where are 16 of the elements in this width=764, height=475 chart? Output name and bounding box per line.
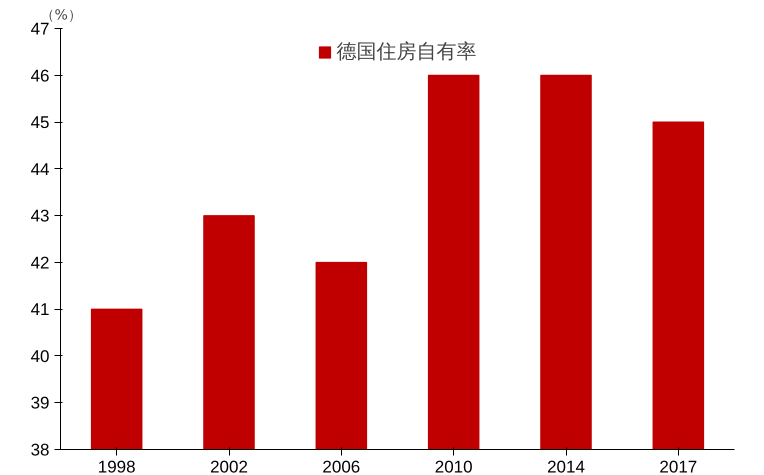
y-tick-label: 45 (30, 113, 50, 132)
y-tick-label: 39 (30, 394, 50, 413)
legend-label: 德国住房自有率 (336, 38, 476, 65)
x-tick-label: 1998 (98, 458, 136, 475)
y-tick-label: 40 (30, 346, 50, 366)
y-tick-label: 43 (30, 206, 50, 226)
y-tick-label: 46 (30, 66, 50, 86)
y-tick-label: 44 (30, 160, 50, 179)
x-tick-label: 2014 (547, 458, 585, 475)
y-tick-label: 41 (30, 300, 50, 320)
x-tick-label: 2010 (434, 458, 473, 475)
x-tick-label: 2017 (659, 458, 698, 475)
x-tick-label: 2002 (210, 458, 248, 475)
x-tick-label: 2006 (322, 458, 360, 475)
y-tick-label: 42 (30, 253, 50, 272)
y-tick-label: 38 (30, 440, 50, 460)
